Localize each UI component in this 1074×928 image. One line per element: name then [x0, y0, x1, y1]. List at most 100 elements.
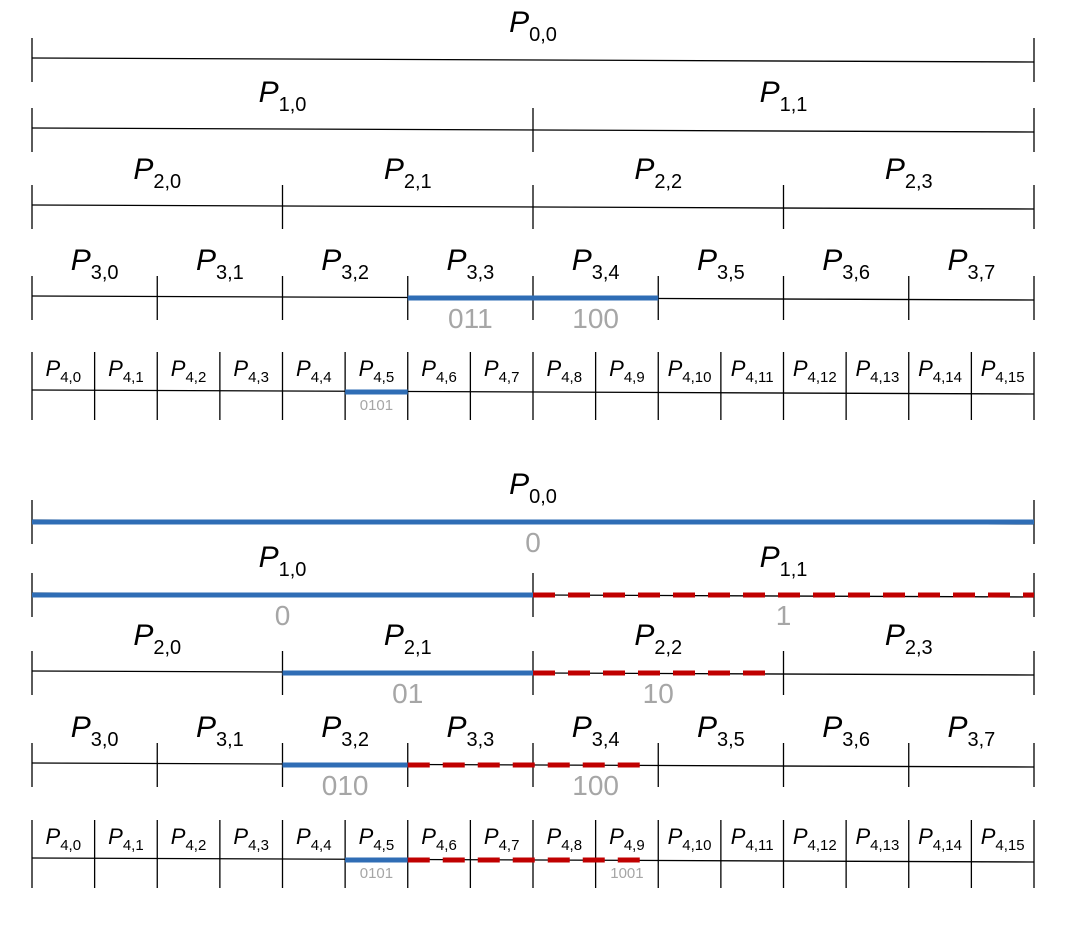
partition-label: P3,4 — [572, 244, 620, 284]
partition-label: P3,5 — [697, 711, 745, 751]
label-symbol: P — [259, 76, 279, 109]
label-subscript: 3,3 — [466, 729, 494, 751]
label-symbol: P — [296, 356, 311, 381]
binary-code: 0101 — [360, 397, 393, 414]
label-subscript: 3,5 — [717, 262, 745, 284]
label-subscript: 3,2 — [341, 729, 369, 751]
label-subscript: 3,2 — [341, 262, 369, 284]
partition-label: P4,11 — [731, 356, 774, 386]
label-symbol: P — [71, 244, 91, 277]
partition-label: P3,4 — [572, 711, 620, 751]
partition-label: P2,3 — [885, 153, 933, 193]
label-symbol: P — [547, 824, 562, 849]
partition-label: P2,0 — [133, 619, 181, 659]
label-symbol: P — [171, 824, 186, 849]
partition-label: P3,3 — [446, 711, 494, 751]
label-subscript: 4,12 — [808, 837, 837, 854]
label-symbol: P — [609, 824, 624, 849]
binary-code: 0 — [525, 527, 541, 558]
partition-label: P2,3 — [885, 619, 933, 659]
partition-label: P3,1 — [196, 244, 244, 284]
label-subscript: 3,1 — [216, 729, 244, 751]
label-subscript: 4,7 — [499, 837, 520, 854]
partition-label: P1,1 — [760, 76, 808, 116]
partition-label: P4,1 — [108, 824, 144, 854]
label-symbol: P — [547, 356, 562, 381]
partition-label: P4,8 — [547, 824, 583, 854]
label-subscript: 3,5 — [717, 729, 745, 751]
label-subscript: 3,6 — [842, 262, 870, 284]
partition-label: P1,0 — [259, 541, 307, 581]
label-symbol: P — [46, 356, 61, 381]
label-subscript: 4,6 — [436, 837, 457, 854]
label-subscript: 4,10 — [682, 837, 711, 854]
label-subscript: 3,0 — [91, 729, 119, 751]
partition-label: P4,6 — [421, 356, 457, 386]
label-subscript: 4,8 — [561, 837, 582, 854]
partition-label: P4,10 — [668, 824, 712, 854]
label-subscript: 4,15 — [995, 369, 1024, 386]
label-symbol: P — [572, 711, 592, 744]
partition-label: P4,4 — [296, 824, 332, 854]
label-subscript: 4,7 — [499, 369, 520, 386]
binary-code: 10 — [643, 678, 674, 709]
label-subscript: 4,5 — [373, 369, 394, 386]
label-subscript: 4,12 — [808, 369, 837, 386]
label-subscript: 4,1 — [123, 369, 144, 386]
label-symbol: P — [885, 619, 905, 652]
label-symbol: P — [609, 356, 624, 381]
partition-label: P0,0 — [509, 6, 557, 46]
partition-label: P4,2 — [171, 824, 207, 854]
label-subscript: 0,0 — [529, 24, 557, 46]
label-symbol: P — [484, 356, 499, 381]
label-subscript: 4,3 — [248, 369, 269, 386]
partition-label: P4,6 — [421, 824, 457, 854]
label-symbol: P — [321, 711, 341, 744]
label-symbol: P — [572, 244, 592, 277]
partition-label: P4,10 — [668, 356, 712, 386]
label-symbol: P — [509, 6, 529, 39]
label-subscript: 3,7 — [967, 729, 995, 751]
label-symbol: P — [822, 711, 842, 744]
partition-label: P3,0 — [71, 711, 119, 751]
label-subscript: 2,0 — [153, 171, 181, 193]
label-symbol: P — [446, 244, 466, 277]
label-symbol: P — [731, 824, 746, 849]
partition-label: P4,7 — [484, 356, 520, 386]
label-subscript: 4,13 — [870, 837, 899, 854]
partition-label: P3,7 — [947, 244, 995, 284]
partition-label: P3,0 — [71, 244, 119, 284]
partition-label: P4,3 — [233, 356, 269, 386]
partition-label: P4,13 — [855, 824, 899, 854]
partition-label: P2,2 — [634, 153, 682, 193]
label-symbol: P — [233, 356, 248, 381]
label-symbol: P — [46, 824, 61, 849]
partition-label: P4,2 — [171, 356, 207, 386]
label-subscript: 3,4 — [592, 729, 620, 751]
partition-label: P3,3 — [446, 244, 494, 284]
partition-label: P4,12 — [793, 356, 837, 386]
label-symbol: P — [384, 153, 404, 186]
partition-label: P4,9 — [609, 824, 645, 854]
partition-label: P3,2 — [321, 711, 369, 751]
partition-label: P3,6 — [822, 244, 870, 284]
label-subscript: 4,10 — [682, 369, 711, 386]
label-subscript: 4,0 — [60, 369, 81, 386]
partition-label: P4,7 — [484, 824, 520, 854]
label-subscript: 1,0 — [279, 559, 307, 581]
label-subscript: 4,11 — [745, 837, 773, 854]
binary-code: 0 — [275, 600, 291, 631]
partition-label: P3,5 — [697, 244, 745, 284]
label-symbol: P — [71, 711, 91, 744]
label-symbol: P — [697, 711, 717, 744]
label-symbol: P — [668, 824, 683, 849]
label-subscript: 3,1 — [216, 262, 244, 284]
label-subscript: 0,0 — [529, 486, 557, 508]
label-symbol: P — [321, 244, 341, 277]
label-symbol: P — [947, 244, 967, 277]
partition-label: P3,1 — [196, 711, 244, 751]
binary-code: 011 — [448, 303, 493, 334]
label-subscript: 4,2 — [185, 837, 206, 854]
label-symbol: P — [384, 619, 404, 652]
